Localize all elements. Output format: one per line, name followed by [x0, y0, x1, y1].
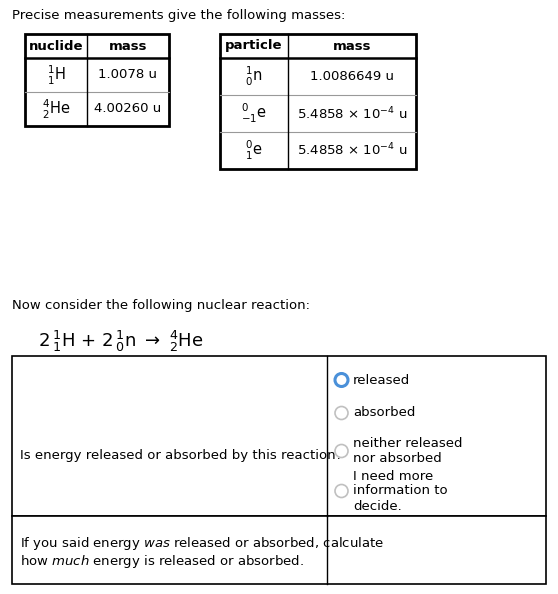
Text: Is energy released or absorbed by this reaction?: Is energy released or absorbed by this r…: [20, 448, 343, 462]
Bar: [25, 34, 169, 126]
Text: $^{4}_{2}$He: $^{4}_{2}$He: [42, 97, 70, 121]
Text: Precise measurements give the following masses:: Precise measurements give the following …: [12, 9, 345, 22]
Text: 5.4858 $\times$ 10$^{-4}$ u: 5.4858 $\times$ 10$^{-4}$ u: [297, 105, 407, 122]
Text: I need more
information to
decide.: I need more information to decide.: [353, 469, 448, 513]
Text: neither released
nor absorbed: neither released nor absorbed: [353, 437, 463, 465]
Circle shape: [335, 406, 348, 419]
Bar: [12, 516, 546, 584]
Bar: [12, 356, 546, 516]
Circle shape: [335, 444, 348, 457]
Text: 4.00260 u: 4.00260 u: [94, 103, 162, 115]
Bar: [220, 34, 416, 169]
Circle shape: [335, 485, 348, 498]
Text: 1.0086649 u: 1.0086649 u: [310, 70, 394, 83]
Text: absorbed: absorbed: [353, 406, 415, 419]
Text: mass: mass: [333, 39, 371, 52]
Text: nuclide: nuclide: [29, 39, 83, 52]
Text: 1.0078 u: 1.0078 u: [99, 68, 157, 81]
Text: $2\,^{1}_{1}$H + $2\,^{1}_{0}$n $\rightarrow$ $^{4}_{2}$He: $2\,^{1}_{1}$H + $2\,^{1}_{0}$n $\righta…: [38, 329, 204, 354]
Text: $^{0}_{1}$e: $^{0}_{1}$e: [246, 139, 263, 162]
Text: released: released: [353, 374, 410, 387]
Text: particle: particle: [225, 39, 283, 52]
Text: how $\it{much}$ energy is released or absorbed.: how $\it{much}$ energy is released or ab…: [20, 552, 304, 570]
Text: mass: mass: [109, 39, 147, 52]
Text: 5.4858 $\times$ 10$^{-4}$ u: 5.4858 $\times$ 10$^{-4}$ u: [297, 142, 407, 159]
Text: Now consider the following nuclear reaction:: Now consider the following nuclear react…: [12, 299, 310, 312]
Text: $^{1}_{0}$n: $^{1}_{0}$n: [246, 65, 263, 88]
Text: If you said energy $\it{was}$ released or absorbed, calculate: If you said energy $\it{was}$ released o…: [20, 535, 384, 551]
Circle shape: [335, 374, 348, 387]
Text: $^{1}_{1}$H: $^{1}_{1}$H: [47, 64, 65, 87]
Text: $^{0}_{-1}$e: $^{0}_{-1}$e: [241, 102, 267, 125]
